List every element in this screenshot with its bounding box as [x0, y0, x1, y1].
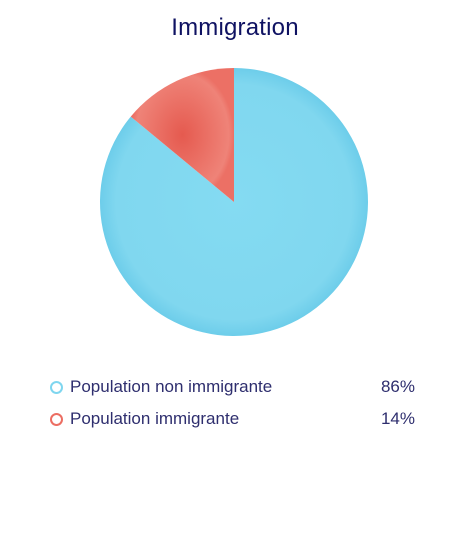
chart-title: Immigration [171, 14, 299, 41]
legend-marker-immigrant [50, 412, 63, 426]
legend-item-non-immigrant[interactable]: Population non immigrante 86% [50, 371, 415, 403]
legend-label-non-immigrant: Population non immigrante [70, 377, 273, 396]
chart-legend: Population non immigrante 86% Population… [50, 371, 415, 435]
legend-label-immigrant: Population immigrante [70, 409, 240, 428]
legend-item-immigrant[interactable]: Population immigrante 14% [50, 403, 415, 435]
pie-slice-non-immigrant[interactable] [99, 68, 368, 337]
legend-marker-non-immigrant [50, 380, 63, 394]
pie-slice-immigrant[interactable] [130, 68, 234, 202]
legend-value-non-immigrant: 86% [380, 377, 415, 396]
legend-value-immigrant: 14% [380, 409, 415, 428]
